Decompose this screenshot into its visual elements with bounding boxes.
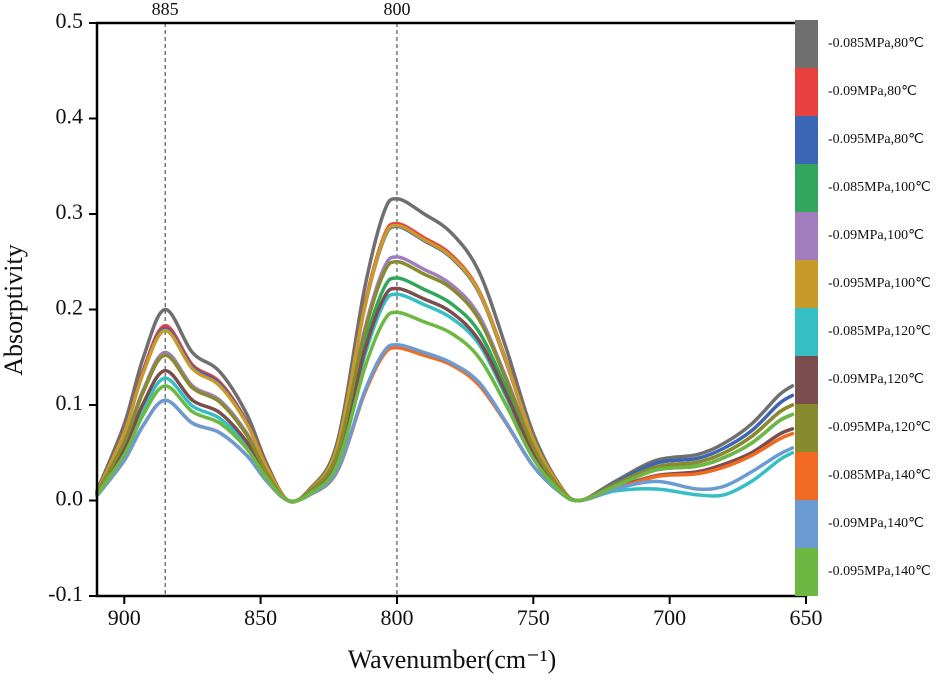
legend-label: -0.085MPa,120℃ — [828, 324, 931, 339]
legend-swatch — [795, 452, 818, 500]
series-line — [95, 260, 795, 504]
legend-swatch — [795, 68, 818, 116]
legend-label: -0.085MPa,140℃ — [828, 468, 931, 483]
legend-swatch — [795, 212, 818, 260]
series-line — [95, 310, 795, 504]
legend-swatch — [795, 500, 818, 548]
x-tick-label: 900 — [108, 605, 141, 630]
legend-swatch — [795, 116, 818, 164]
x-tick-label: 750 — [517, 605, 550, 630]
x-tick-label: 800 — [380, 605, 413, 630]
legend-swatch — [795, 308, 818, 356]
x-axis-label: Wavenumber(cm⁻¹) — [348, 645, 557, 674]
legend-label: -0.09MPa,100℃ — [828, 228, 924, 243]
legend-label: -0.095MPa,120℃ — [828, 420, 931, 435]
legend-label: -0.085MPa,100℃ — [828, 180, 931, 195]
x-tick-label: 700 — [653, 605, 686, 630]
y-tick-label: -0.1 — [48, 581, 83, 606]
legend-swatch — [795, 20, 818, 68]
series-line — [95, 286, 795, 504]
legend-swatch — [795, 260, 818, 308]
x-tick-label: 650 — [790, 605, 823, 630]
series-line — [95, 292, 795, 504]
reference-label: 885 — [152, 0, 179, 19]
y-tick-label: 0.2 — [56, 295, 84, 320]
legend-swatch — [795, 164, 818, 212]
legend-swatch — [795, 404, 818, 452]
y-tick-label: 0.0 — [56, 486, 84, 511]
series-line — [95, 224, 795, 504]
legend-swatch — [795, 356, 818, 404]
y-tick-label: 0.3 — [56, 199, 84, 224]
legend-label: -0.09MPa,80℃ — [828, 84, 917, 99]
plot-frame — [95, 21, 808, 598]
y-axis-label: Absorptivity — [0, 244, 28, 375]
legend-label: -0.085MPa,80℃ — [828, 36, 924, 51]
reference-label: 800 — [383, 0, 410, 19]
x-tick-label: 850 — [244, 605, 277, 630]
y-tick-label: 0.5 — [56, 8, 84, 33]
y-tick-label: 0.1 — [56, 390, 84, 415]
legend-swatch — [795, 548, 818, 596]
legend-label: -0.095MPa,100℃ — [828, 276, 931, 291]
legend-label: -0.09MPa,140℃ — [828, 516, 924, 531]
legend-label: -0.09MPa,120℃ — [828, 372, 924, 387]
series-line — [95, 196, 795, 504]
legend-label: -0.095MPa,140℃ — [828, 564, 931, 579]
legend-label: -0.095MPa,80℃ — [828, 132, 924, 147]
series-line — [95, 343, 795, 504]
y-tick-label: 0.4 — [56, 104, 84, 129]
